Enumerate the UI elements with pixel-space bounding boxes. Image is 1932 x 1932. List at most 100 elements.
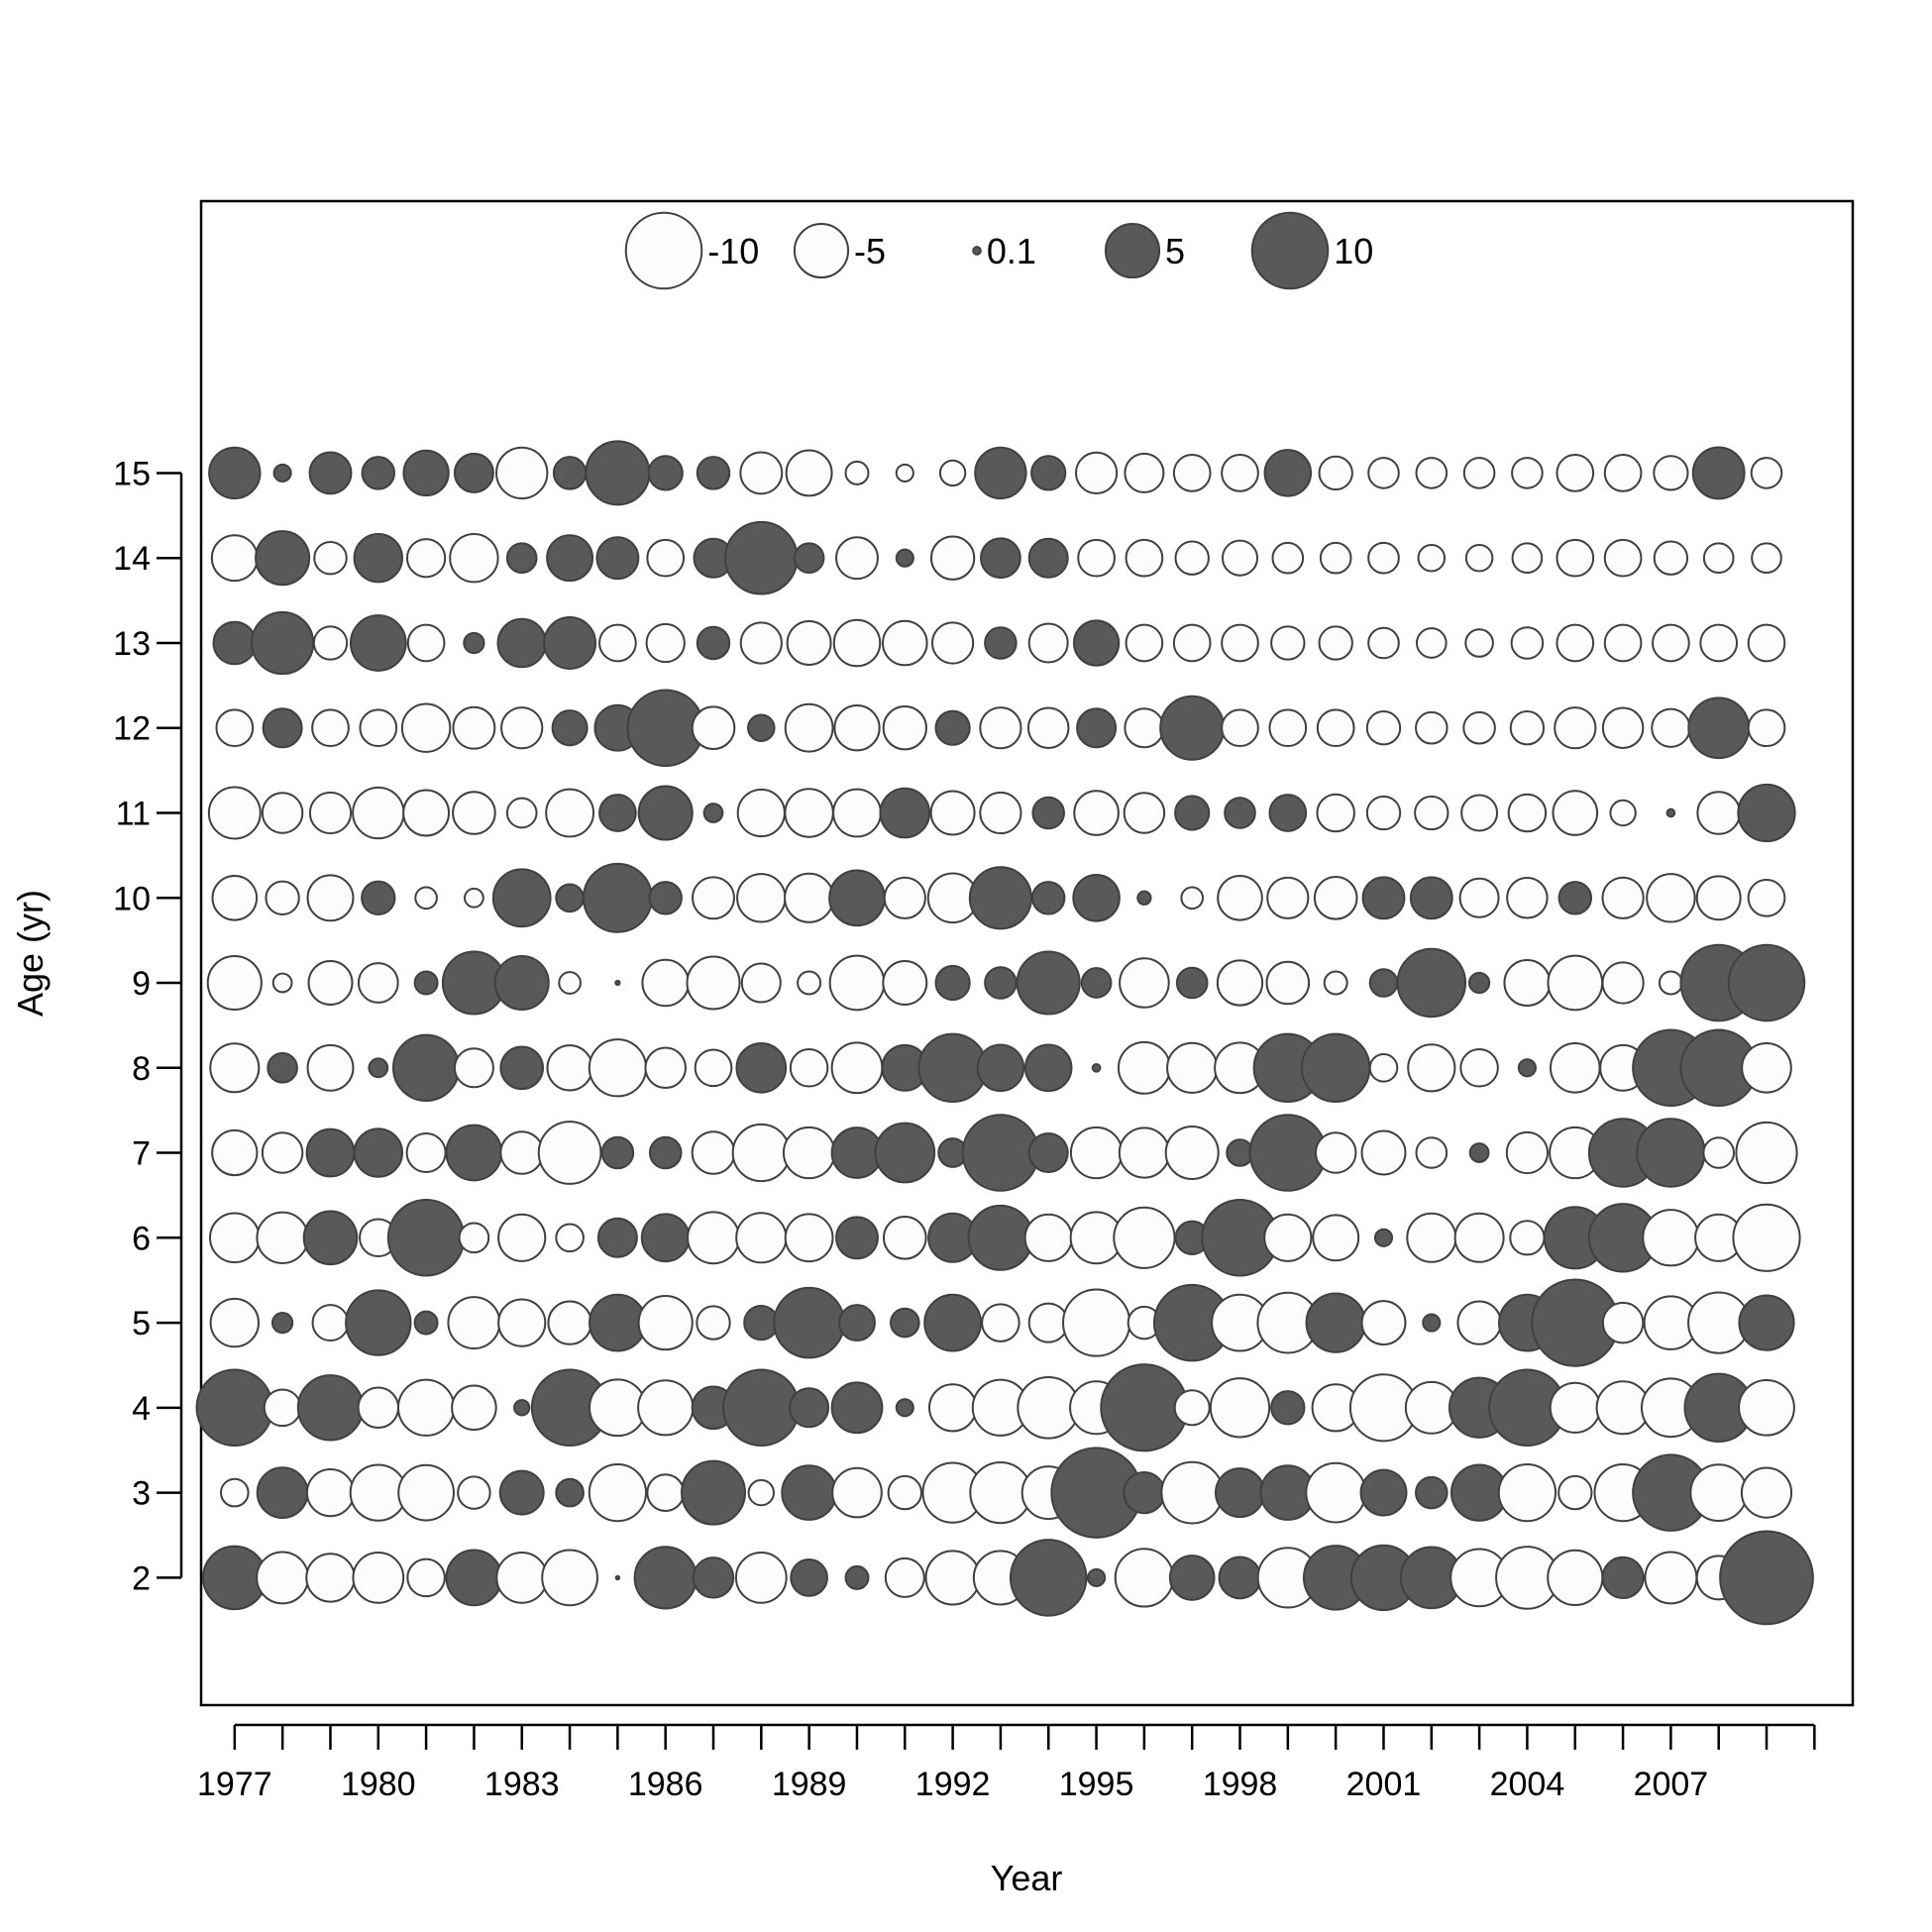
bubble — [830, 1041, 884, 1095]
bubble — [1365, 710, 1402, 746]
bubble — [547, 1300, 592, 1345]
bubble — [311, 708, 350, 748]
bubble — [1699, 623, 1739, 663]
bubble — [1248, 1114, 1328, 1192]
bubble — [1087, 1567, 1107, 1587]
x-tick-label: 2007 — [1634, 1766, 1709, 1803]
bubble — [884, 1556, 925, 1598]
bubble — [1080, 967, 1113, 999]
bubble — [1268, 708, 1308, 748]
x-tick-label: 1980 — [341, 1766, 416, 1803]
bubble — [1316, 793, 1355, 833]
bubble — [267, 1051, 298, 1084]
bubble — [449, 533, 499, 584]
bubble — [1027, 1302, 1069, 1343]
bubble — [883, 1216, 927, 1260]
bubble — [262, 707, 303, 749]
bubble — [1073, 790, 1120, 836]
bubble — [1658, 970, 1683, 996]
bubble — [1497, 1462, 1557, 1523]
bubble — [882, 960, 928, 1006]
bubble — [1458, 877, 1500, 918]
bubble — [1741, 1042, 1792, 1094]
bubble — [938, 459, 967, 487]
bubble — [1114, 1548, 1175, 1608]
bubble — [1216, 959, 1264, 1007]
bubble — [1172, 623, 1212, 663]
bubble — [545, 788, 594, 838]
bubble — [499, 1130, 545, 1175]
bubble — [296, 1374, 365, 1442]
bubble — [1316, 708, 1355, 748]
y-tick-label: 2 — [132, 1559, 151, 1597]
y-tick-label: 11 — [116, 795, 151, 832]
bubble — [1750, 457, 1783, 489]
bubble — [1415, 710, 1449, 745]
bubble — [740, 962, 782, 1004]
bubble — [447, 1296, 501, 1350]
bubble — [1609, 799, 1637, 827]
bubble — [895, 548, 914, 568]
legend-label: 10 — [1334, 231, 1373, 271]
bubble — [924, 1550, 981, 1606]
x-axis: 1977 1980 1983 1986 1989 1992 1995 1998 2001 2004… — [197, 1723, 1816, 1803]
bubble — [968, 866, 1032, 930]
bubble — [784, 702, 834, 753]
bubble — [1601, 1301, 1645, 1344]
bubble — [396, 1378, 456, 1437]
y-tick-label: 13 — [113, 625, 151, 663]
bubble — [1646, 873, 1696, 923]
bubble — [687, 1211, 740, 1265]
bubble — [588, 1038, 648, 1098]
x-tick-label: 1977 — [197, 1766, 272, 1803]
bubble — [1554, 706, 1597, 750]
bubble — [648, 1135, 683, 1170]
bubble — [598, 623, 637, 663]
bubble — [1221, 623, 1259, 663]
bubble — [1270, 625, 1306, 661]
bubble — [207, 786, 262, 840]
bubble — [210, 534, 259, 583]
bubble — [361, 880, 396, 915]
bubble — [1468, 1142, 1490, 1163]
bubble — [1160, 1460, 1225, 1525]
bubble — [1072, 874, 1121, 922]
bubble — [833, 704, 881, 752]
bubble — [1300, 1032, 1371, 1104]
bubble — [736, 873, 787, 923]
bubble — [984, 626, 1018, 660]
bubble — [1319, 541, 1352, 575]
bubble — [445, 1124, 503, 1182]
bubble — [835, 536, 879, 581]
bubble — [961, 1114, 1040, 1192]
bubble — [739, 621, 783, 665]
bubble — [505, 797, 538, 829]
bubble — [368, 1057, 389, 1079]
bubble — [696, 1305, 731, 1341]
bubble — [543, 616, 597, 670]
bubble — [256, 1466, 309, 1519]
x-tick-label: 1995 — [1059, 1766, 1134, 1803]
bubble — [1168, 1555, 1216, 1601]
y-tick-label: 7 — [132, 1135, 151, 1173]
bubble — [598, 794, 637, 832]
bubble — [614, 1574, 621, 1581]
bubble — [1601, 1556, 1645, 1600]
plot-frame — [199, 199, 1855, 1707]
bubble — [1517, 1058, 1537, 1078]
bubble — [784, 872, 835, 923]
bubble — [1422, 1313, 1442, 1333]
x-tick-label: 1989 — [772, 1766, 847, 1803]
bubble — [1027, 622, 1069, 664]
bubble — [1651, 707, 1691, 748]
bubble — [1072, 619, 1121, 667]
bubble — [1217, 874, 1263, 921]
bubble — [934, 964, 971, 1002]
bubble — [596, 1217, 638, 1258]
bubble — [1305, 1461, 1367, 1524]
bubble — [686, 955, 741, 1011]
bubble — [1218, 1556, 1262, 1600]
bubble — [1415, 1136, 1449, 1169]
y-tick-label: 14 — [113, 540, 151, 578]
